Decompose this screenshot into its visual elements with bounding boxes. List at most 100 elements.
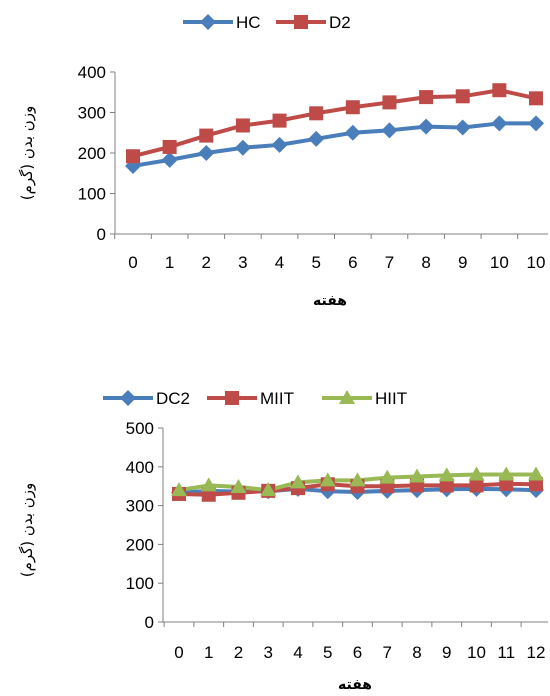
chart-1-y-axis-title: وزن بدن (گرم) bbox=[18, 106, 36, 201]
data-point-miit bbox=[529, 477, 543, 492]
x-tick-label: 2 bbox=[234, 643, 243, 662]
series-line-hc bbox=[132, 121, 536, 168]
data-point-hc bbox=[491, 115, 508, 132]
data-point-hiit bbox=[349, 472, 366, 487]
chart-2-y-axis-title: وزن بدن (گرم) bbox=[18, 483, 36, 578]
y-tick-label: 400 bbox=[126, 458, 154, 477]
y-tick-label: 300 bbox=[78, 104, 106, 123]
y-tick-label: 200 bbox=[78, 144, 106, 163]
data-point-hiit bbox=[528, 466, 544, 481]
x-tick-label: 8 bbox=[412, 643, 421, 662]
data-point-d2 bbox=[309, 106, 324, 121]
legend-marker-d2 bbox=[294, 15, 308, 29]
data-point-hiit bbox=[319, 472, 336, 487]
x-tick-label: 12 bbox=[527, 643, 546, 662]
x-tick-label: 1 bbox=[204, 643, 213, 662]
data-point-hc bbox=[528, 115, 544, 132]
data-point-d2 bbox=[382, 95, 397, 110]
x-tick-label: 8 bbox=[421, 253, 430, 272]
legend-label-miit: MIIT bbox=[260, 389, 294, 408]
data-point-hc bbox=[161, 151, 178, 168]
data-point-d2 bbox=[492, 83, 507, 98]
data-point-hc bbox=[381, 122, 398, 139]
y-tick-label: 100 bbox=[78, 185, 106, 204]
data-point-d2 bbox=[455, 89, 470, 104]
x-tick-label: 5 bbox=[311, 253, 320, 272]
x-tick-label: 3 bbox=[238, 253, 247, 272]
chart-2-x-axis-title: هفته bbox=[338, 677, 372, 693]
x-tick-label: 4 bbox=[293, 643, 302, 662]
y-tick-label: 0 bbox=[145, 613, 154, 632]
y-tick-label: 100 bbox=[126, 574, 154, 593]
x-tick-label: 11 bbox=[497, 643, 515, 662]
legend-label-hiit: HIIT bbox=[375, 389, 407, 408]
legend-marker-hc bbox=[200, 14, 216, 30]
data-point-miit bbox=[469, 478, 484, 493]
y-tick-label: 200 bbox=[126, 535, 154, 554]
x-tick-label: 0 bbox=[174, 643, 183, 662]
x-tick-label: 9 bbox=[458, 253, 467, 272]
y-tick-label: 500 bbox=[126, 419, 154, 438]
x-tick-label: 9 bbox=[442, 643, 451, 662]
chart-2-legend: DC2 MIIT HIIT bbox=[103, 389, 407, 408]
legend-marker-hiit bbox=[339, 390, 355, 404]
legend-label-hc: HC bbox=[236, 13, 261, 32]
data-point-d2 bbox=[199, 128, 214, 143]
chart-1-series bbox=[125, 83, 544, 174]
y-tick-label: 300 bbox=[126, 497, 154, 516]
data-point-hiit bbox=[379, 469, 396, 484]
legend-label-dc2: DC2 bbox=[156, 389, 190, 408]
data-point-hiit bbox=[230, 478, 247, 493]
chart-1-legend: HC D2 bbox=[183, 13, 351, 32]
data-point-d2 bbox=[126, 149, 140, 164]
chart-1: HC D2 0 100 200 300 400 0 1 2 3 4 5 6 7 8 9 10 10 هفته وز… bbox=[18, 13, 548, 309]
x-tick-label: 6 bbox=[353, 643, 362, 662]
x-tick-label: 4 bbox=[275, 253, 284, 272]
data-point-d2 bbox=[345, 100, 360, 115]
x-tick-label: 7 bbox=[383, 643, 392, 662]
legend-label-d2: D2 bbox=[329, 13, 351, 32]
data-point-hiit bbox=[468, 466, 485, 481]
data-point-hc bbox=[454, 119, 471, 136]
x-tick-label: 6 bbox=[348, 253, 357, 272]
x-tick-label: 7 bbox=[385, 253, 394, 272]
x-tick-label: 2 bbox=[202, 253, 211, 272]
data-point-hiit bbox=[409, 468, 425, 483]
chart-1-x-axis-title: هفته bbox=[313, 293, 347, 309]
x-tick-label: 1 bbox=[165, 253, 174, 272]
data-point-hc bbox=[271, 136, 288, 153]
legend-marker-dc2 bbox=[120, 390, 136, 406]
data-point-hc bbox=[198, 145, 215, 161]
x-tick-label: 0 bbox=[128, 253, 137, 272]
y-tick-label: 400 bbox=[78, 63, 106, 82]
x-tick-label: 10 bbox=[527, 253, 546, 272]
data-point-hiit bbox=[171, 482, 187, 497]
y-tick-label: 0 bbox=[97, 225, 106, 244]
data-point-hiit bbox=[498, 466, 515, 481]
data-point-d2 bbox=[419, 90, 434, 105]
data-point-hiit bbox=[438, 467, 455, 482]
data-point-d2 bbox=[529, 91, 543, 106]
chart-2-series bbox=[171, 466, 544, 502]
data-point-hc bbox=[308, 130, 325, 147]
x-tick-label: 5 bbox=[323, 643, 332, 662]
data-point-hiit bbox=[260, 482, 277, 497]
data-point-d2 bbox=[235, 118, 250, 133]
data-point-miit bbox=[439, 478, 454, 493]
data-point-hc bbox=[234, 139, 251, 156]
data-point-hc bbox=[344, 124, 361, 141]
series-line-d2 bbox=[132, 88, 537, 159]
data-point-d2 bbox=[162, 139, 177, 154]
legend-marker-miit bbox=[225, 391, 239, 405]
data-point-hiit bbox=[200, 477, 217, 492]
x-tick-label: 3 bbox=[264, 643, 273, 662]
x-tick-label: 10 bbox=[490, 253, 509, 272]
data-point-hc bbox=[418, 118, 435, 135]
data-point-hiit bbox=[290, 474, 306, 489]
chart-1-ticks: 0 100 200 300 400 0 1 2 3 4 5 6 7 8 9 10 10 bbox=[78, 63, 546, 272]
data-point-d2 bbox=[272, 113, 287, 128]
x-tick-label: 10 bbox=[467, 643, 486, 662]
